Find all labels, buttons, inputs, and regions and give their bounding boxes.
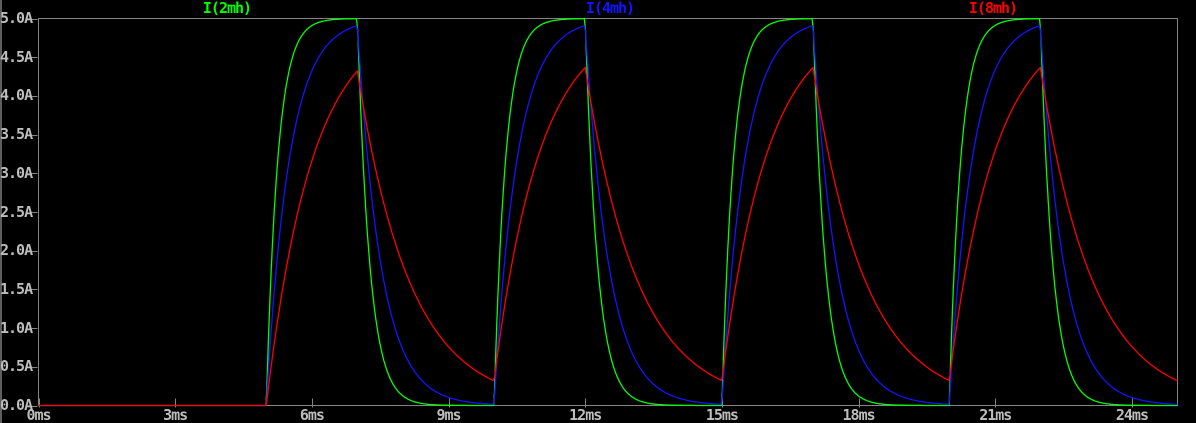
x-tick-label: 3ms xyxy=(163,406,188,423)
trace-label-i4mh[interactable]: I(4mh) xyxy=(585,0,635,17)
y-tick-label: 2.0A xyxy=(0,241,33,260)
y-tick-label: 2.5A xyxy=(0,202,33,221)
y-tick-label: 3.5A xyxy=(0,125,33,144)
y-tick-label: 0.0A xyxy=(0,396,33,414)
x-tick-label: 12ms xyxy=(569,406,602,423)
trace-i2mh[interactable] xyxy=(38,17,1178,407)
trace-i8mh[interactable] xyxy=(38,66,1178,407)
window-left-border xyxy=(0,0,2,423)
trace-label-i2mh[interactable]: I(2mh) xyxy=(202,0,252,17)
y-tick-label: 4.0A xyxy=(0,86,33,105)
y-tick-label: 3.0A xyxy=(0,163,33,182)
x-tick-label: 9ms xyxy=(436,406,461,423)
x-tick-label: 21ms xyxy=(979,406,1012,423)
y-tick-label: 5.0A xyxy=(0,9,33,27)
x-tick-label: 24ms xyxy=(1115,406,1149,423)
x-tick-label: 0ms xyxy=(26,406,51,423)
trace-i4mh[interactable] xyxy=(38,25,1178,407)
trace-label-i8mh[interactable]: I(8mh) xyxy=(968,0,1018,17)
y-tick-label: 1.5A xyxy=(0,279,33,298)
x-tick-label: 18ms xyxy=(842,406,876,423)
y-tick-label: 1.0A xyxy=(0,318,33,337)
y-tick-label: 4.5A xyxy=(0,47,33,66)
x-tick-label: 15ms xyxy=(705,406,739,423)
y-tick-label: 0.5A xyxy=(0,357,33,376)
x-tick-label: 6ms xyxy=(299,406,325,423)
